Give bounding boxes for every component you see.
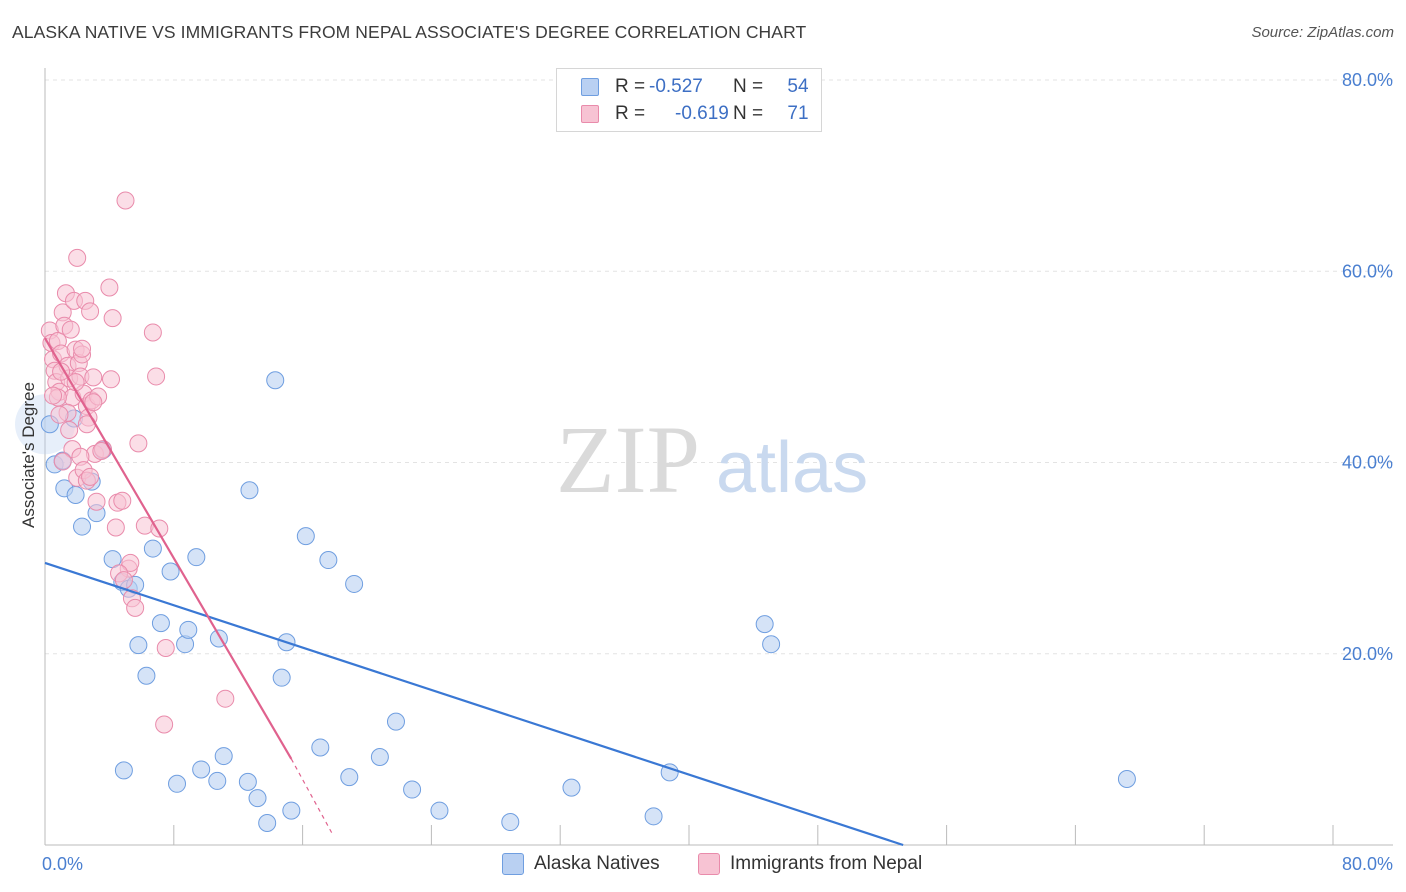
data-point	[103, 309, 122, 328]
y-tick-label: 20.0%	[1342, 644, 1393, 664]
data-point	[81, 467, 100, 486]
data-point	[430, 801, 449, 820]
data-point	[68, 248, 87, 267]
watermark-atlas: atlas	[716, 428, 868, 508]
data-point	[66, 486, 85, 505]
tick-labels: 20.0% 40.0% 60.0% 80.0% 0.0% 80.0%	[42, 70, 1393, 874]
legend-swatch-blue	[581, 78, 599, 96]
data-point	[73, 517, 92, 536]
legend-n-label: N =	[733, 103, 764, 124]
data-point	[370, 748, 389, 767]
legend-swatch-pink	[581, 105, 599, 123]
data-point	[208, 771, 227, 790]
data-point	[644, 807, 663, 826]
data-point	[61, 320, 80, 339]
data-point	[266, 371, 285, 390]
correlation-legend: R = -0.527 N = 54 R = -0.619 N = 71	[556, 68, 822, 132]
data-point	[151, 614, 170, 633]
data-point	[216, 689, 235, 708]
data-point	[248, 789, 267, 808]
data-point	[282, 801, 301, 820]
data-point	[53, 452, 72, 471]
trend-line-nepal	[44, 337, 293, 760]
grid-lines	[45, 79, 1393, 655]
data-point	[52, 362, 71, 381]
data-point	[137, 666, 156, 685]
legend-r-label: R =	[615, 76, 646, 97]
data-point	[340, 768, 359, 787]
data-point	[60, 420, 79, 439]
axes	[44, 68, 1393, 846]
legend-r-label: R =	[615, 103, 646, 124]
bottom-legend-label: Alaska Natives	[534, 853, 660, 874]
data-point	[345, 574, 364, 593]
data-point	[84, 368, 103, 387]
data-point	[179, 620, 198, 639]
data-point	[147, 367, 166, 386]
data-point	[116, 191, 135, 210]
data-point	[386, 712, 405, 731]
data-point	[192, 760, 211, 779]
source-label: Source: ZipAtlas.com	[1251, 24, 1394, 41]
data-point	[1117, 770, 1136, 789]
bottom-legend-swatch-blue	[502, 853, 524, 875]
data-point	[403, 780, 422, 799]
watermark-zip: ZIP	[556, 406, 700, 513]
chart-title: ALASKA NATIVE VS IMMIGRANTS FROM NEPAL A…	[12, 22, 807, 42]
data-point	[311, 738, 330, 757]
data-point	[238, 772, 257, 791]
y-tick-label: 40.0%	[1342, 453, 1393, 473]
data-point	[126, 598, 145, 617]
data-point	[562, 778, 581, 797]
data-point	[258, 814, 277, 833]
data-point	[87, 492, 106, 511]
data-point	[155, 715, 174, 734]
bottom-legend-swatch-pink	[698, 853, 720, 875]
data-point	[168, 774, 187, 793]
data-point	[84, 393, 103, 412]
y-tick-label: 80.0%	[1342, 70, 1393, 90]
x-tick-label: 0.0%	[42, 854, 83, 874]
bottom-legend-label: Immigrants from Nepal	[730, 853, 923, 874]
data-point	[240, 481, 259, 500]
data-point	[102, 370, 121, 389]
legend-r-value: -0.527	[649, 76, 703, 97]
data-point	[73, 339, 92, 358]
data-point	[660, 763, 679, 782]
data-point	[762, 635, 781, 654]
data-point	[156, 639, 175, 658]
data-point	[50, 405, 69, 424]
trend-lines	[44, 337, 904, 847]
legend-n-value: 71	[787, 103, 809, 124]
data-point	[501, 813, 520, 832]
data-point	[129, 434, 148, 453]
y-tick-label: 60.0%	[1342, 261, 1393, 281]
data-point	[129, 636, 148, 655]
trend-line-alaska	[44, 561, 904, 847]
data-point	[296, 527, 315, 546]
data-point	[100, 278, 119, 297]
data-point	[106, 518, 125, 537]
data-point	[113, 491, 132, 510]
data-point	[143, 323, 162, 342]
data-point	[319, 551, 338, 570]
watermark: ZIP atlas	[556, 406, 868, 513]
data-point	[121, 553, 140, 572]
data-point	[114, 761, 133, 780]
data-point	[81, 302, 100, 321]
legend-n-label: N =	[733, 76, 764, 97]
data-point	[44, 386, 63, 405]
data-point	[143, 539, 162, 558]
data-point	[214, 747, 233, 766]
data-point	[755, 615, 774, 634]
x-tick-label: 80.0%	[1342, 854, 1393, 874]
data-point	[161, 562, 180, 581]
legend-n-value: 54	[787, 76, 809, 97]
data-point	[187, 548, 206, 567]
y-axis-label: Associate's Degree	[19, 382, 38, 528]
data-point	[272, 668, 291, 687]
legend-r-value: -0.619	[675, 103, 729, 124]
trend-line-nepal-extension	[290, 758, 334, 836]
